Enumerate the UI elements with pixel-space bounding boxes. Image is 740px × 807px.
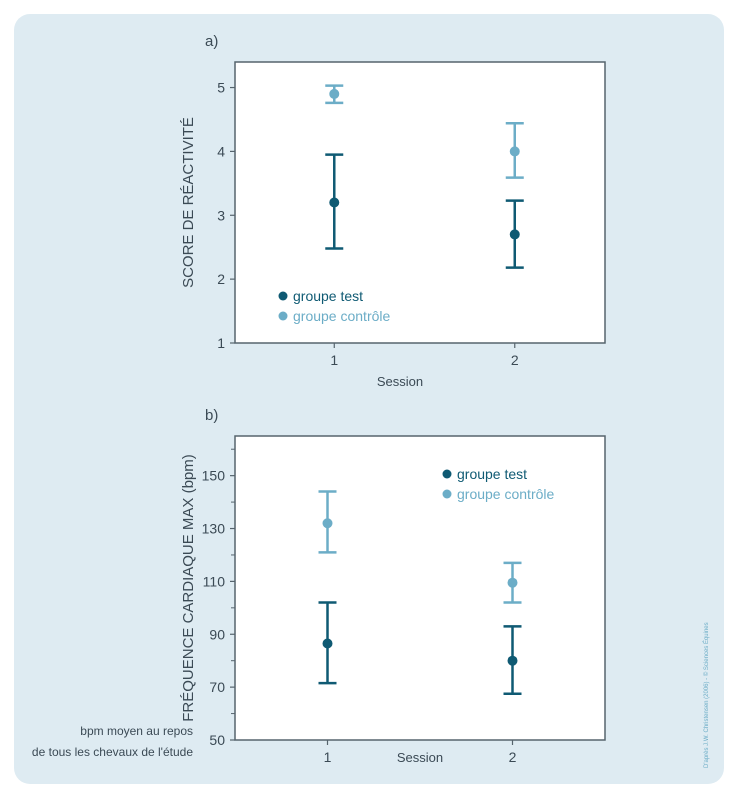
panel-label: b) — [205, 407, 218, 424]
chart-b: b) 50 70 90 110 130 150 1 2 Session FRÉQUENCE CARD… — [180, 407, 606, 765]
x-axis-label: Session — [377, 374, 423, 389]
data-point — [329, 88, 340, 99]
legend-marker — [442, 489, 452, 499]
y-tick-label: 70 — [209, 679, 225, 695]
y-tick-label: 90 — [209, 626, 225, 642]
legend-marker — [278, 291, 288, 301]
legend-marker — [442, 469, 452, 479]
y-tick-label: 1 — [217, 335, 225, 351]
y-tick-label: 2 — [217, 271, 225, 287]
y-tick-label: 130 — [202, 521, 226, 537]
credit-text: D'après J.W. Christensen (2006) - © Scie… — [703, 622, 710, 768]
legend-label: groupe contrôle — [293, 308, 391, 324]
data-point — [507, 577, 518, 588]
y-tick-label: 5 — [217, 80, 225, 96]
y-tick-label: 3 — [217, 207, 225, 223]
chart-a: a) 1 2 3 4 5 1 2 Session SCORE DE RÉACTIVITÉ group… — [180, 33, 606, 389]
y-tick-label: 50 — [209, 732, 225, 748]
y-tick-label: 4 — [217, 143, 225, 159]
data-point — [509, 229, 520, 240]
y-tick-label: 150 — [202, 468, 226, 484]
x-axis-label: Session — [397, 750, 443, 765]
legend-marker — [278, 311, 288, 321]
legend-label: groupe contrôle — [457, 486, 555, 502]
annotation-line-1: bpm moyen au repos — [80, 724, 193, 738]
annotation-line-2: de tous les chevaux de l'étude — [32, 745, 193, 759]
data-point — [329, 197, 340, 208]
x-tick-label: 1 — [324, 749, 332, 765]
x-tick-label: 2 — [511, 352, 519, 368]
y-axis-label: SCORE DE RÉACTIVITÉ — [180, 117, 197, 288]
panel-label: a) — [205, 33, 218, 50]
data-point — [509, 146, 520, 157]
data-point — [507, 655, 518, 666]
plot-area — [234, 61, 606, 344]
plot-area — [234, 435, 606, 741]
legend-label: groupe test — [457, 466, 527, 482]
legend-label: groupe test — [293, 288, 363, 304]
x-tick-label: 1 — [330, 352, 338, 368]
data-point — [322, 518, 333, 529]
x-tick-label: 2 — [509, 749, 517, 765]
y-axis-label: FRÉQUENCE CARDIAQUE MAX (bpm) — [180, 454, 197, 722]
data-point — [322, 638, 333, 649]
y-tick-label: 110 — [203, 573, 226, 589]
